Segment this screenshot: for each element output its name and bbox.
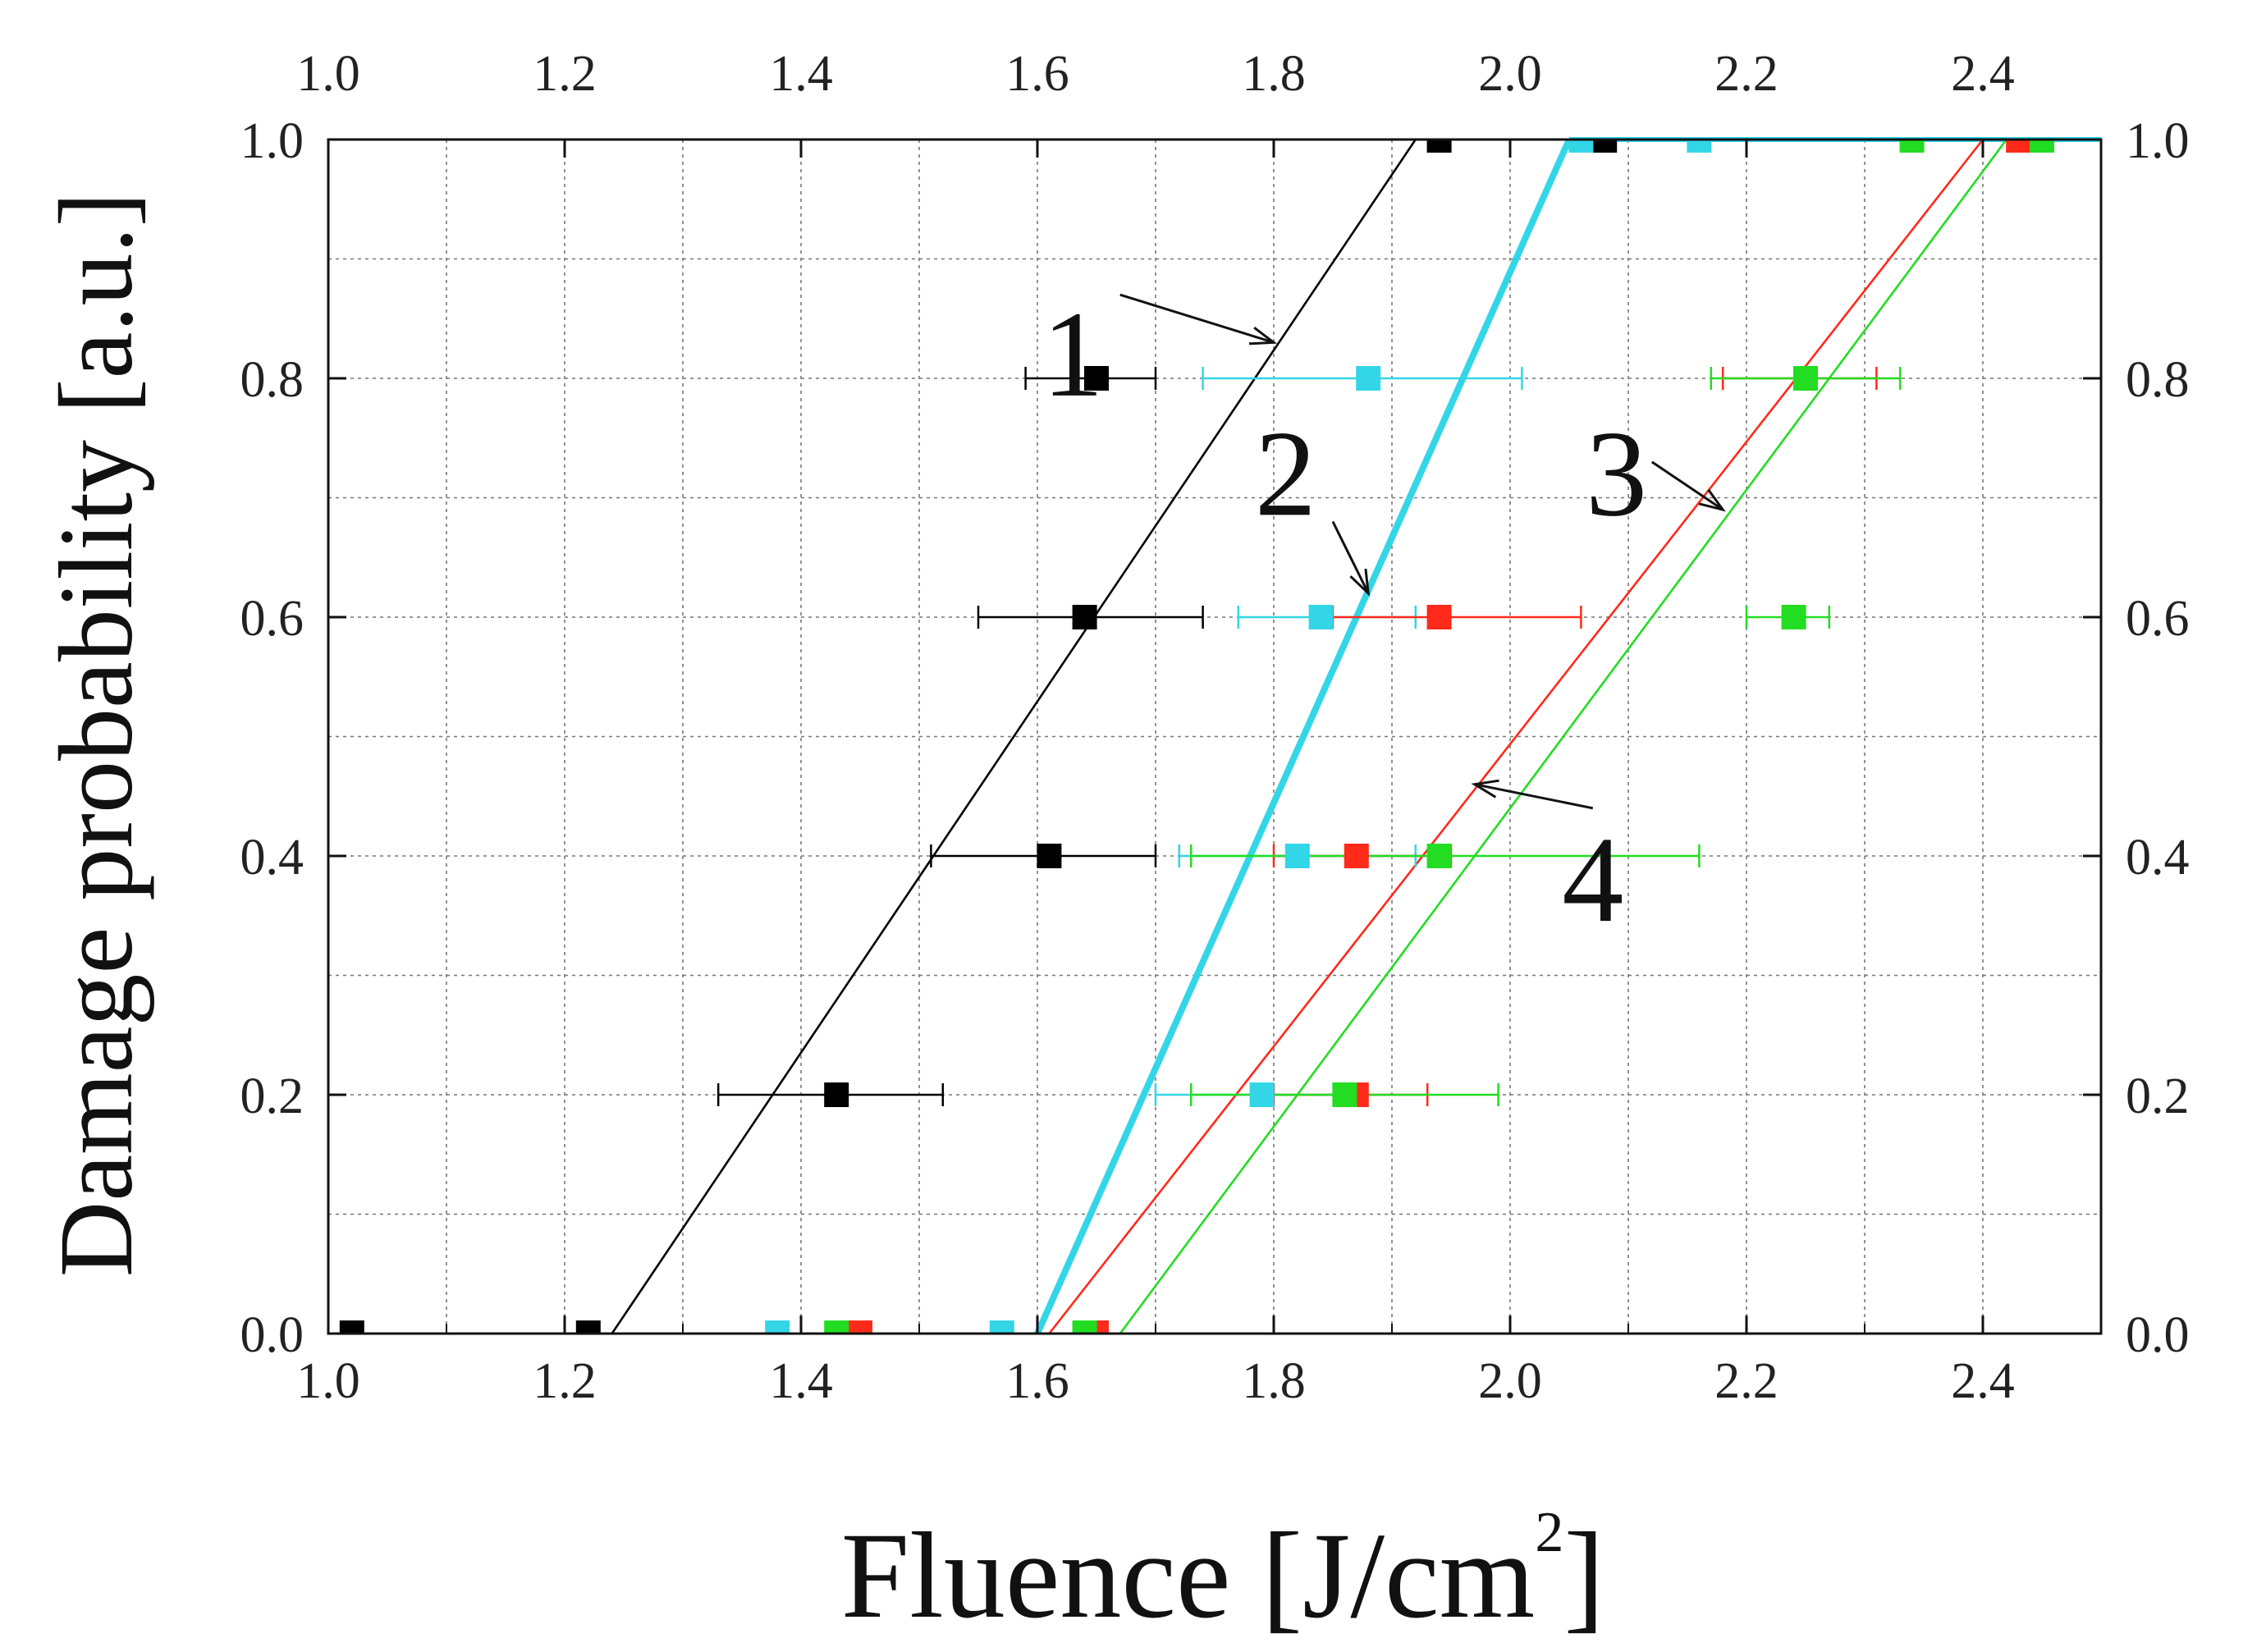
x-tick-label-bottom: 2.0 <box>1478 1353 1542 1409</box>
x-axis-title: Fluence [J/cm2] <box>841 1501 1605 1644</box>
data-point <box>2006 140 2031 153</box>
y-tick-label-right: 1.0 <box>2126 113 2190 169</box>
y-tick-label-right: 0.0 <box>2126 1307 2190 1363</box>
data-point <box>1356 366 1381 391</box>
y-tick-label-left: 0.0 <box>240 1307 304 1363</box>
data-point <box>1332 1082 1357 1107</box>
data-point <box>339 1320 364 1334</box>
data-point <box>1249 1082 1275 1107</box>
y-axis-title: Damage probability [a.u.] <box>38 192 154 1277</box>
annotation-label-1: 1 <box>1042 286 1104 423</box>
y-tick-label-left: 0.4 <box>240 830 304 885</box>
fit-line-1 <box>611 139 1417 1334</box>
x-tick-label-bottom: 1.2 <box>533 1353 597 1409</box>
data-point <box>1426 140 1452 153</box>
annotation-arrow-2 <box>1331 520 1370 594</box>
error-bars <box>716 367 1902 1106</box>
data-point <box>1426 605 1452 629</box>
data-point <box>1344 844 1369 868</box>
annotation-arrowhead-3 <box>1698 488 1726 512</box>
y-tick-label-left: 0.2 <box>240 1069 304 1124</box>
x-tick-label-top: 1.4 <box>769 46 833 102</box>
x-tick-label-bottom: 1.8 <box>1242 1353 1306 1409</box>
x-tick-label-bottom: 2.2 <box>1714 1353 1778 1409</box>
x-tick-label-bottom: 1.0 <box>296 1353 360 1409</box>
data-points <box>339 140 2054 1334</box>
plot-frame <box>327 138 2103 1335</box>
x-tick-label-bottom: 1.6 <box>1005 1353 1069 1409</box>
fit-line-4 <box>1119 139 2007 1334</box>
data-point <box>1426 844 1452 868</box>
data-point <box>1072 605 1097 629</box>
x-tick-label-top: 1.0 <box>296 46 360 102</box>
data-point <box>848 1320 872 1334</box>
data-point <box>824 1082 849 1107</box>
data-point <box>1592 140 1618 153</box>
x-tick-label-bottom: 2.4 <box>1951 1353 2015 1409</box>
x-tick-label-top: 2.2 <box>1714 46 1778 102</box>
x-tick-label-top: 1.8 <box>1242 46 1306 102</box>
annotation-arrow-3 <box>1650 460 1724 511</box>
annotation-arrowhead-4 <box>1471 779 1499 799</box>
data-point <box>1687 140 1712 153</box>
fit-line-2 <box>1034 138 1572 1335</box>
data-point <box>1284 844 1310 868</box>
annotation-label-2: 2 <box>1255 405 1316 542</box>
x-tick-label-top: 2.4 <box>1951 46 2015 102</box>
annotation-arrow-1 <box>1119 293 1275 344</box>
data-point <box>1899 140 1925 153</box>
data-point <box>989 1320 1014 1334</box>
x-tick-label-top: 2.0 <box>1478 46 1542 102</box>
y-tick-label-right: 0.4 <box>2126 830 2190 885</box>
data-point <box>765 1320 790 1334</box>
y-tick-label-left: 0.6 <box>240 591 304 647</box>
x-tick-label-top: 1.2 <box>533 46 597 102</box>
data-point <box>575 1320 601 1334</box>
annotation-arrowhead-1 <box>1248 326 1278 346</box>
annotation-arrow-4 <box>1474 783 1594 810</box>
data-point <box>1781 605 1806 629</box>
annotation-arrowhead-2 <box>1349 568 1371 597</box>
x-tick-label-bottom: 1.4 <box>769 1353 833 1409</box>
annotation-label-4: 4 <box>1562 812 1623 948</box>
data-point <box>1037 844 1062 868</box>
y-tick-label-left: 0.8 <box>240 352 304 408</box>
annotation-label-3: 3 <box>1586 405 1647 542</box>
data-point <box>1568 140 1594 153</box>
data-point <box>1072 1320 1097 1334</box>
y-tick-label-right: 0.2 <box>2126 1069 2190 1124</box>
axis-ticks: 1.0 1.0 1.2 1.2 1.4 1.4 1.6 1.6 1.8 1.8 2.0 2.0 2.2 2… <box>240 46 2190 1409</box>
y-tick-label-right: 0.8 <box>2126 352 2190 408</box>
data-point <box>1793 366 1818 391</box>
data-point <box>1308 605 1334 629</box>
annotations: 1 2 3 4 <box>1042 286 1726 948</box>
data-point <box>2030 140 2054 153</box>
fit-line-3 <box>1048 139 1984 1334</box>
x-tick-label-top: 1.6 <box>1005 46 1069 102</box>
y-tick-label-right: 0.6 <box>2126 591 2190 647</box>
data-point <box>824 1320 849 1334</box>
y-tick-label-left: 1.0 <box>240 113 304 169</box>
data-point <box>1084 366 1109 391</box>
